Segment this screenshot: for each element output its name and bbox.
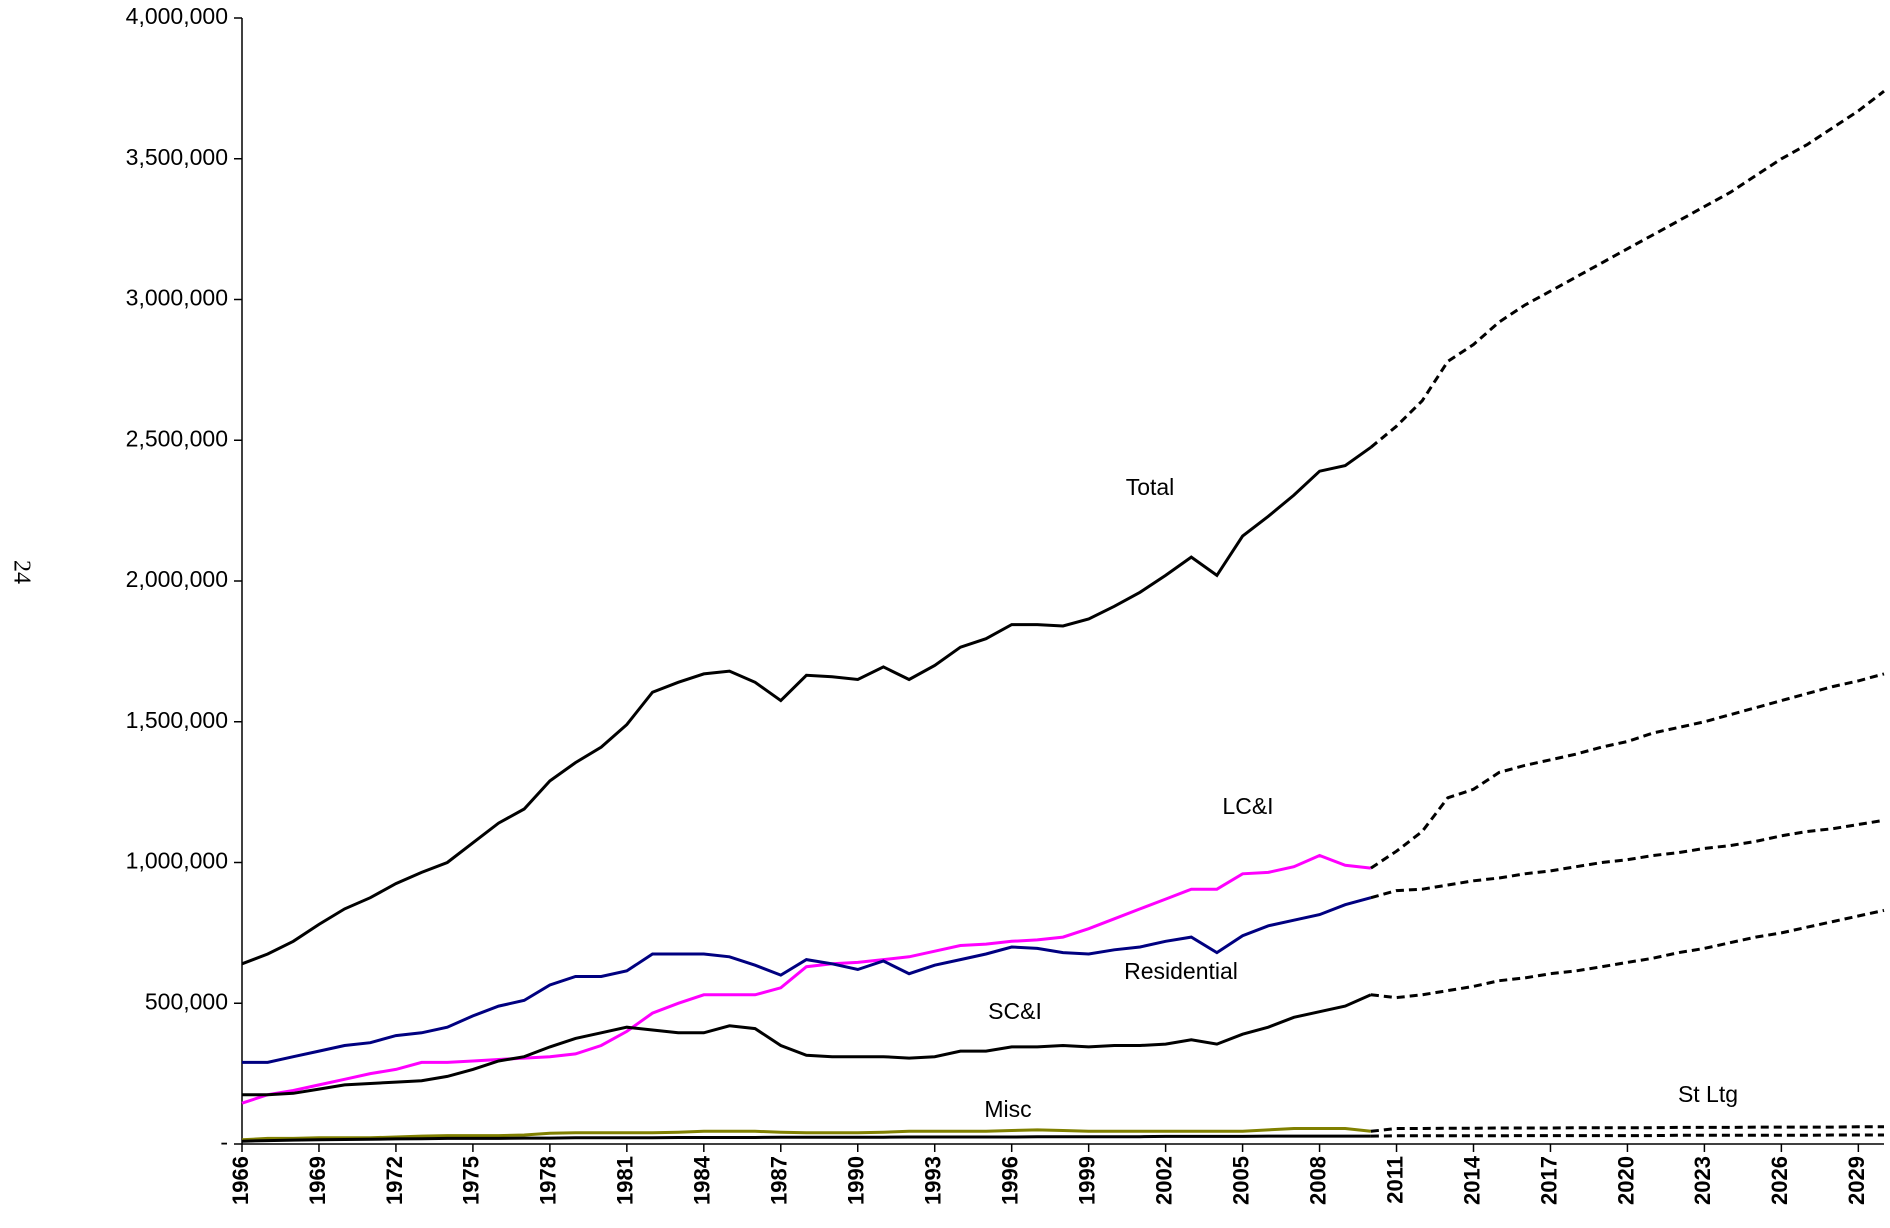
forecast-line	[1370, 1125, 1884, 1133]
forecast-line	[1370, 908, 1885, 1000]
series-line	[242, 993, 1372, 1097]
y-tick-label: 3,500,000	[126, 144, 228, 170]
x-tick-label: 2023	[1690, 1156, 1715, 1205]
x-tick-label: 2017	[1536, 1156, 1561, 1205]
page-number: 24	[8, 560, 34, 584]
forecast-line	[1370, 1133, 1884, 1138]
x-tick-label: 1996	[998, 1156, 1023, 1205]
x-tick-label: 2029	[1844, 1156, 1869, 1205]
x-tick-label: 2011	[1382, 1156, 1407, 1204]
y-tick-label: 2,500,000	[126, 425, 228, 451]
x-tick-label: 1981	[613, 1156, 638, 1205]
forecast-line	[1370, 818, 1885, 900]
y-tick-label: -	[220, 1129, 228, 1155]
series-line	[241, 446, 1372, 966]
x-tick-label: 1999	[1074, 1156, 1099, 1205]
x-tick-label: 2026	[1767, 1156, 1792, 1205]
series-line	[241, 853, 1372, 1105]
series-line	[241, 1127, 1372, 1142]
y-tick-label: 4,000,000	[126, 3, 228, 29]
y-tick-label: 1,500,000	[126, 707, 228, 733]
x-tick-label: 1993	[921, 1156, 946, 1205]
series-label: SC&I	[988, 998, 1042, 1024]
series-line	[242, 896, 1372, 1064]
x-tick-label: 1984	[690, 1155, 715, 1205]
x-tick-label: 1972	[382, 1156, 407, 1205]
x-tick-label: 1987	[767, 1156, 792, 1205]
forecast-line	[1370, 672, 1885, 870]
series-label: Total	[1126, 474, 1175, 500]
x-tick-label: 1966	[228, 1156, 253, 1205]
x-tick-label: 1975	[459, 1156, 484, 1205]
x-tick-label: 1969	[305, 1156, 330, 1205]
x-tick-label: 1990	[844, 1156, 869, 1205]
series-label: Residential	[1124, 958, 1238, 984]
forecast-line	[1369, 90, 1885, 449]
series-label: St Ltg	[1678, 1081, 1738, 1107]
series-label: LC&I	[1222, 793, 1273, 819]
x-tick-label: 2002	[1151, 1156, 1176, 1205]
x-tick-label: 2014	[1459, 1155, 1484, 1205]
series-label: Misc	[984, 1096, 1031, 1122]
x-tick-label: 2005	[1228, 1156, 1253, 1205]
y-tick-label: 3,000,000	[126, 285, 228, 311]
y-tick-label: 2,000,000	[126, 566, 228, 592]
y-tick-label: 500,000	[145, 988, 228, 1014]
series-line	[241, 1134, 1371, 1143]
x-tick-label: 2020	[1613, 1156, 1638, 1205]
y-tick-label: 1,000,000	[126, 848, 228, 874]
x-tick-label: 2008	[1305, 1156, 1330, 1205]
x-tick-label: 1978	[536, 1156, 561, 1205]
